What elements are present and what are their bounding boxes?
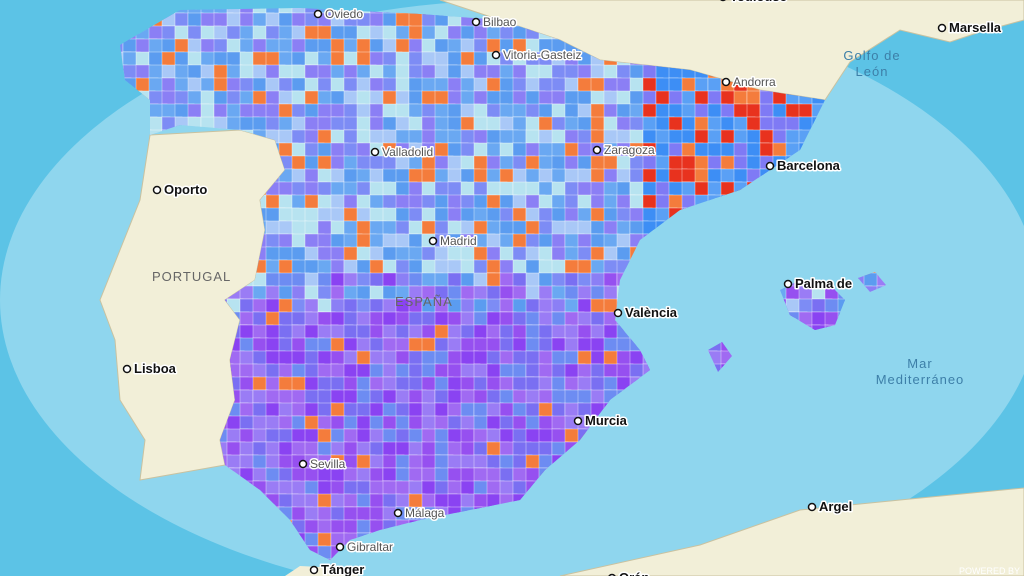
- place-label: Oporto: [164, 182, 207, 197]
- municipality: [460, 116, 475, 131]
- morocco: [285, 566, 360, 576]
- municipality: [473, 181, 489, 196]
- municipality: [174, 12, 189, 27]
- place-label: Oviedo: [325, 7, 363, 21]
- place-dot: [370, 147, 380, 157]
- municipality: [343, 116, 359, 131]
- municipality: [278, 181, 294, 196]
- municipality: [408, 129, 424, 145]
- municipality: [538, 194, 554, 210]
- municipality: [434, 194, 449, 209]
- africa: [559, 487, 1024, 576]
- municipality: [252, 376, 268, 391]
- municipality: [291, 77, 307, 92]
- municipality: [382, 324, 398, 339]
- place-dot: [613, 308, 623, 318]
- place-label: Andorra: [733, 75, 776, 89]
- municipality: [590, 103, 606, 119]
- municipality: [824, 298, 840, 314]
- place-dot: [309, 565, 319, 575]
- place-label: Barcelona: [777, 158, 841, 173]
- municipality: [369, 168, 384, 184]
- municipality: [538, 246, 553, 262]
- municipality: [330, 181, 345, 196]
- municipality: [486, 168, 502, 183]
- municipality: [317, 298, 333, 313]
- place-dot: [573, 416, 583, 426]
- place-dot: [393, 508, 403, 518]
- place-dot: [313, 9, 323, 19]
- place-dot: [807, 502, 817, 512]
- place-label: Málaga: [405, 506, 445, 520]
- place-dot: [428, 236, 438, 246]
- sea-label: Mar: [907, 356, 932, 371]
- place-dot: [298, 459, 308, 469]
- place-label: Gibraltar: [347, 540, 393, 554]
- municipality: [447, 194, 462, 210]
- place-dot: [491, 50, 501, 60]
- place-label: Bilbao: [483, 15, 517, 29]
- municipality: [785, 298, 801, 313]
- place-dot: [592, 145, 602, 155]
- municipality: [499, 376, 514, 392]
- place-dot: [765, 161, 775, 171]
- place-label: Palma de: [795, 276, 852, 291]
- place-label: Marsella: [949, 20, 1002, 35]
- municipality: [356, 272, 372, 287]
- municipality: [473, 298, 488, 313]
- municipality: [421, 220, 437, 235]
- place-dot: [937, 23, 947, 33]
- place-label: Madrid: [440, 234, 477, 248]
- municipality: [798, 103, 813, 118]
- municipality: [460, 155, 475, 171]
- municipality: [408, 77, 424, 93]
- place-dot: [783, 279, 793, 289]
- municipality: [304, 441, 319, 456]
- place-label: Toulouse: [730, 0, 787, 4]
- municipality: [538, 233, 554, 248]
- country-label: ESPAÑA: [395, 294, 453, 309]
- municipality: [421, 38, 437, 54]
- municipality: [603, 103, 618, 118]
- sea-label: León: [856, 64, 889, 79]
- place-label: Orán: [619, 570, 649, 576]
- place-label: Valladolid: [382, 145, 433, 159]
- place-label: Tánger: [321, 562, 364, 576]
- municipality: [161, 38, 177, 53]
- municipality: [317, 77, 333, 93]
- place-label: Zaragoza: [604, 143, 655, 157]
- place-label: Lisboa: [134, 361, 177, 376]
- watermark: POWERED BY: [959, 566, 1020, 576]
- country-label: PORTUGAL: [152, 269, 231, 284]
- municipality: [369, 103, 384, 119]
- municipality: [408, 259, 424, 274]
- municipality: [512, 272, 528, 288]
- place-label: Sevilla: [310, 457, 346, 471]
- municipality: [343, 363, 358, 379]
- place-dot: [471, 17, 481, 27]
- place-label: Argel: [819, 499, 852, 514]
- place-label: Vitoria-Gasteiz: [503, 48, 581, 62]
- place-dot: [152, 185, 162, 195]
- sea-label: Mediterráneo: [876, 372, 965, 387]
- municipality: [590, 64, 605, 79]
- municipality: [330, 259, 345, 274]
- place-dot: [122, 364, 132, 374]
- municipality: [564, 155, 579, 171]
- place-label: València: [625, 305, 678, 320]
- municipality: [538, 376, 553, 391]
- municipality: [590, 246, 605, 261]
- place-dot: [719, 0, 727, 2]
- municipality: [421, 389, 436, 405]
- municipality: [291, 25, 307, 41]
- place-label: Murcia: [585, 413, 628, 428]
- place-dot: [335, 542, 345, 552]
- place-dot: [721, 77, 731, 87]
- sea-label: Golfo de: [843, 48, 900, 63]
